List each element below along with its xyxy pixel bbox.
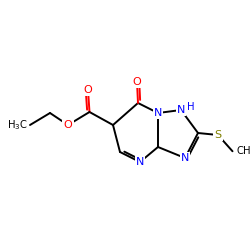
Text: O: O [64,120,72,130]
Text: H$_3$C: H$_3$C [7,118,28,132]
Text: O: O [84,85,92,95]
Text: N: N [177,105,185,115]
Text: H: H [187,102,195,112]
Text: S: S [214,130,222,140]
Text: N: N [136,157,144,167]
Text: CH$_3$: CH$_3$ [236,144,250,158]
Text: O: O [132,77,141,87]
Text: N: N [154,108,162,118]
Text: N: N [181,153,189,163]
